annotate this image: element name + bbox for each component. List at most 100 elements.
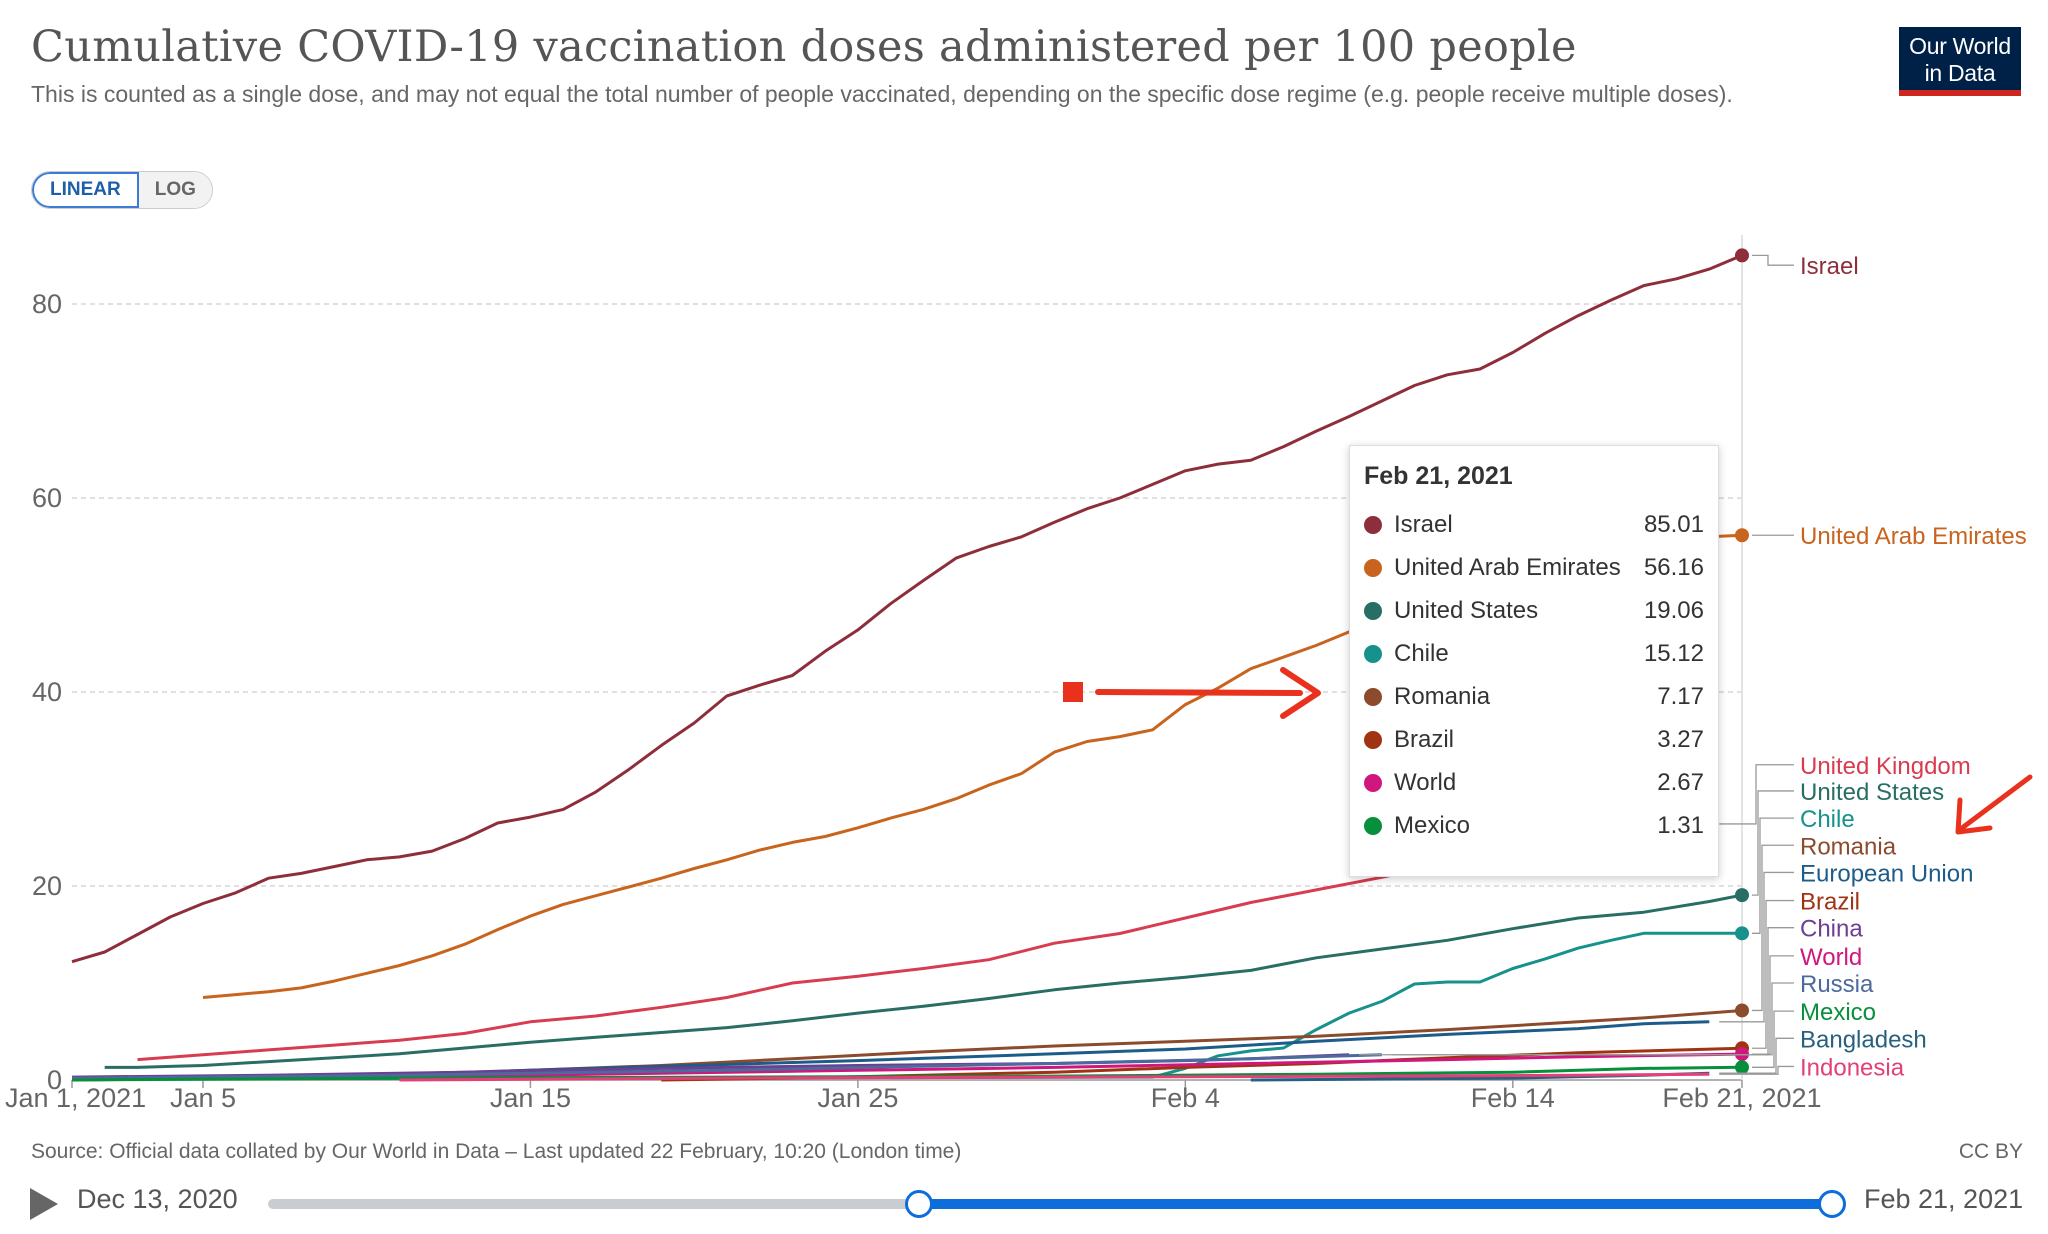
timeline-selected-range <box>918 1199 1832 1209</box>
legend-dot-icon <box>1364 601 1382 620</box>
tooltip-row: Mexico 1.31 <box>1364 804 1704 847</box>
tooltip-row: World 2.67 <box>1364 761 1704 804</box>
tooltip-series-name: United States <box>1394 596 1539 624</box>
tooltip-series-name: Israel <box>1394 510 1453 538</box>
tooltip-row: Brazil 3.27 <box>1364 718 1704 761</box>
logo-line-1: Our World <box>1909 33 2011 59</box>
y-tick-label: 0 <box>47 1065 62 1095</box>
series-line <box>71 254 1743 964</box>
timeline-end-handle[interactable] <box>1818 1190 1846 1218</box>
x-tick-label: Jan 5 <box>170 1083 236 1113</box>
chart-subtitle: This is counted as a single dose, and ma… <box>31 81 1733 107</box>
series-label: United Kingdom <box>1800 753 1971 780</box>
annotation-arrowhead-icon <box>1955 797 1993 835</box>
x-tick-label: Feb 21, 2021 <box>1662 1083 1821 1113</box>
tooltip-row: Chile 15.12 <box>1364 632 1704 675</box>
label-connector <box>1719 1065 1794 1075</box>
label-connector <box>1391 982 1794 1056</box>
series-line <box>399 1072 1710 1082</box>
tooltip-row: United States 19.06 <box>1364 589 1704 632</box>
label-connector <box>1719 764 1794 825</box>
label-connector <box>1752 844 1794 1012</box>
tooltip-series-name: Romania <box>1394 682 1491 710</box>
timeline-end-label: Feb 21, 2021 <box>1864 1184 2024 1214</box>
annotation-arrowhead-icon <box>1280 667 1321 719</box>
tooltip-series-value: 3.27 <box>1657 725 1704 753</box>
linear-scale-button[interactable]: LINEAR <box>32 172 139 208</box>
y-tick-label: 40 <box>32 677 62 707</box>
x-tick-label: Feb 4 <box>1151 1083 1220 1113</box>
play-icon[interactable] <box>30 1188 58 1220</box>
tooltip-row: Israel 85.01 <box>1364 503 1704 546</box>
legend-dot-icon <box>1364 687 1382 706</box>
timeline-start-handle[interactable] <box>904 1190 933 1218</box>
series-label: Bangladesh <box>1800 1026 1927 1053</box>
x-tick-label: Jan 25 <box>817 1083 898 1113</box>
tooltip-series-value: 1.31 <box>1657 811 1704 839</box>
series-label: Mexico <box>1800 999 1876 1026</box>
annotation-square-icon <box>1063 682 1083 702</box>
series-end-dot <box>1735 926 1749 941</box>
tooltip-date: Feb 21, 2021 <box>1364 462 1513 490</box>
series-label: United States <box>1800 779 1944 806</box>
legend-dot-icon <box>1364 558 1382 577</box>
series-label: Indonesia <box>1800 1054 1905 1081</box>
tooltip-series-value: 15.12 <box>1643 639 1704 667</box>
timeline-slider: Dec 13, 2020 Feb 21, 2021 <box>0 1178 2048 1234</box>
x-tick-label: Feb 14 <box>1471 1083 1555 1113</box>
hover-tooltip: Feb 21, 2021 Israel 85.01 United Arab Emir… <box>1349 445 1719 877</box>
series-label: Israel <box>1800 253 1859 280</box>
tooltip-series-value: 7.17 <box>1657 682 1704 710</box>
x-tick-label: Jan 1, 2021 <box>5 1083 146 1113</box>
timeline-start-label: Dec 13, 2020 <box>77 1184 238 1214</box>
tooltip-series-value: 56.16 <box>1643 553 1704 581</box>
owid-logo[interactable]: Our World in Data <box>1899 27 2021 96</box>
y-tick-label: 60 <box>32 483 62 513</box>
series-label: World <box>1800 944 1862 971</box>
series-label: Chile <box>1800 806 1855 833</box>
legend-dot-icon <box>1364 644 1382 663</box>
log-scale-button[interactable]: LOG <box>138 172 212 208</box>
y-tick-label: 80 <box>32 289 62 319</box>
series-label: Brazil <box>1800 889 1860 916</box>
tooltip-row: Romania 7.17 <box>1364 675 1704 718</box>
line-chart: 0 20 40 60 80 Jan 1, 2021 Jan 5 Jan 15 Jan 25 Feb… <box>5 235 2033 1113</box>
annotation-arrow-shaft <box>1095 689 1303 696</box>
legend-dot-icon <box>1364 730 1382 749</box>
label-connector <box>1752 254 1794 266</box>
y-tick-label: 20 <box>32 871 62 901</box>
label-connector <box>1752 1010 1794 1068</box>
chart-title: Cumulative COVID-19 vaccination doses ad… <box>31 22 1577 72</box>
series-line <box>71 1065 1743 1082</box>
series-line <box>71 931 1742 1081</box>
label-connector <box>1719 1037 1794 1074</box>
logo-line-2: in Data <box>1924 60 1996 86</box>
x-tick-label: Jan 15 <box>490 1083 571 1113</box>
tooltip-series-name: United Arab Emirates <box>1394 553 1621 581</box>
series-label: Romania <box>1800 833 1897 860</box>
series-end-dot <box>1735 1047 1749 1062</box>
license-link[interactable]: CC BY <box>1958 1140 2023 1163</box>
label-connector <box>1719 871 1794 1023</box>
tooltip-row: United Arab Emirates 56.16 <box>1364 546 1704 589</box>
tooltip-series-value: 19.06 <box>1643 596 1704 624</box>
annotation-arrow-shaft <box>1959 774 2033 831</box>
tooltip-series-value: 85.01 <box>1643 510 1704 538</box>
source-note: Source: Official data collated by Our Wo… <box>31 1140 962 1163</box>
label-connector <box>1752 817 1794 934</box>
tooltip-series-value: 2.67 <box>1657 768 1704 796</box>
series-label: United Arab Emirates <box>1800 523 2027 550</box>
legend-dot-icon <box>1364 773 1382 792</box>
tooltip-series-name: World <box>1394 768 1457 796</box>
scale-toggle: LINEAR LOG <box>31 171 213 209</box>
series-line <box>104 893 1743 1069</box>
series-label: European Union <box>1800 860 1973 887</box>
series-end-dot <box>1735 1060 1749 1075</box>
series-line <box>71 1053 1382 1080</box>
label-connector <box>1752 790 1794 896</box>
tooltip-series-name: Brazil <box>1394 725 1455 753</box>
series-end-dot <box>1735 888 1749 903</box>
series-end-dot <box>1735 1003 1749 1018</box>
series-label: China <box>1800 916 1863 943</box>
series-end-dot <box>1735 528 1749 543</box>
